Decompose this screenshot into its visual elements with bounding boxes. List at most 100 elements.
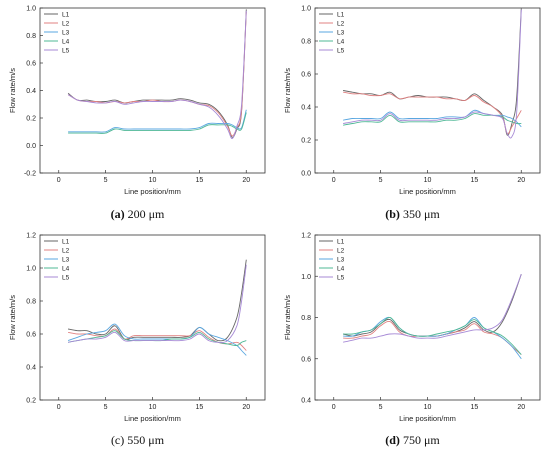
x-tick-label: 5 [379, 177, 383, 184]
caption-d-letter: (d) [385, 433, 400, 447]
caption-a: (a) 200 μm [0, 207, 275, 222]
caption-a-letter: (a) [110, 207, 125, 221]
x-tick-label: 15 [195, 404, 203, 411]
x-tick-label: 0 [332, 404, 336, 411]
chart-panel-c: 0 5 10 15 20 0.2 0.4 0.6 0.8 1.0 1.2 Line position/… [0, 227, 275, 454]
y-axis-label: Flow rate/m/s [283, 68, 292, 113]
legend-label-l4: L4 [62, 265, 70, 272]
legend-label-l2: L2 [62, 247, 70, 254]
series-line-l4 [343, 317, 522, 355]
x-axis-label: Line position/mm [399, 187, 456, 196]
y-tick-label: 0.4 [301, 398, 311, 405]
caption-c-letter: (c) [110, 433, 125, 447]
plot-frame [314, 7, 541, 174]
chart-panel-b: 0 5 10 15 20 0.0 0.2 0.4 0.6 0.8 1.0 Line position/… [275, 0, 550, 227]
x-tick-label: 15 [470, 177, 478, 184]
series-line-l4 [68, 112, 247, 134]
caption-c: (c) 550 μm [0, 433, 275, 448]
legend-label-l3: L3 [337, 29, 345, 36]
x-axis-label: Line position/mm [399, 414, 456, 423]
x-tick-label: 15 [470, 404, 478, 411]
y-tick-label: 0.6 [301, 356, 311, 363]
legend-label-l3: L3 [62, 256, 70, 263]
series-group [342, 274, 522, 360]
x-tick-label: 20 [242, 177, 250, 184]
y-tick-label: 0.2 [301, 138, 311, 145]
y-tick-label: 1.0 [301, 6, 311, 13]
caption-d: (d) 750 μm [275, 433, 550, 448]
caption-c-value: 550 μm [127, 433, 165, 447]
series-line-l3 [343, 109, 522, 128]
series-line-l5 [67, 10, 247, 140]
series-line-l5 [343, 274, 522, 343]
y-tick-label: 0.6 [26, 332, 36, 339]
legend-label-l1: L1 [337, 11, 345, 18]
series-group [67, 259, 247, 356]
x-tick-label: 10 [149, 404, 157, 411]
series-line-l4 [343, 113, 522, 126]
y-tick-label: 0.0 [26, 143, 36, 150]
legend-label-l5: L5 [337, 274, 345, 281]
y-tick-label: 0.8 [26, 33, 36, 40]
legend-label-l5: L5 [62, 274, 70, 281]
y-tick-label: 0.8 [26, 299, 36, 306]
caption-b-value: 350 μm [402, 207, 440, 221]
x-tick-label: 0 [57, 404, 61, 411]
series-group [343, 8, 522, 139]
legend-label-l4: L4 [337, 38, 345, 45]
x-axis-label: Line position/mm [124, 414, 181, 423]
series-line-l3 [68, 109, 247, 133]
series-line-l3 [67, 323, 247, 356]
plot-frame [39, 7, 266, 174]
series-line-l1 [343, 8, 522, 136]
caption-a-value: 200 μm [127, 207, 165, 221]
legend-label-l2: L2 [62, 20, 70, 27]
series-group [67, 9, 247, 140]
legend-label-l1: L1 [337, 238, 345, 245]
y-axis-label: Flow rate/m/s [8, 295, 17, 340]
x-tick-label: 15 [195, 177, 203, 184]
caption-d-value: 750 μm [402, 433, 440, 447]
chart-svg: 0 5 10 15 20 0.0 0.2 0.4 0.6 0.8 1.0 Line position/… [283, 6, 541, 196]
legend-label-l2: L2 [337, 20, 345, 27]
chart-svg: 0 5 10 15 20 -0.2 0.0 0.2 0.4 0.6 0.8 1.0 Line posit… [8, 6, 266, 196]
y-tick-label: 1.0 [26, 266, 36, 273]
legend-label-l5: L5 [62, 47, 70, 54]
caption-b: (b) 350 μm [275, 207, 550, 222]
y-tick-label: 0.8 [301, 315, 311, 322]
x-tick-label: 5 [104, 177, 108, 184]
y-tick-label: 0.6 [26, 61, 36, 68]
y-tick-label: 0.6 [301, 72, 311, 79]
y-axis-label: Flow rate/m/s [283, 295, 292, 340]
legend-label-l1: L1 [62, 238, 70, 245]
x-tick-label: 10 [424, 177, 432, 184]
y-tick-label: 0.4 [301, 105, 311, 112]
x-tick-label: 20 [242, 404, 250, 411]
plot-frame [39, 234, 266, 401]
chart-svg: 0 5 10 15 20 0.2 0.4 0.6 0.8 1.0 1.2 Line position/… [8, 233, 266, 423]
legend-label-l3: L3 [62, 29, 70, 36]
legend-label-l4: L4 [62, 38, 70, 45]
x-tick-label: 20 [517, 404, 525, 411]
legend-label-l5: L5 [337, 47, 345, 54]
x-tick-label: 5 [379, 404, 383, 411]
chart-svg: 0 5 10 15 20 0.4 0.6 0.8 1.0 1.2 Line position/mm F… [283, 233, 541, 423]
y-tick-label: 1.2 [301, 233, 311, 240]
legend-label-l2: L2 [337, 247, 345, 254]
y-tick-label: 0.8 [301, 39, 311, 46]
x-tick-label: 20 [517, 177, 525, 184]
y-tick-label: -0.2 [24, 171, 36, 178]
legend-label-l3: L3 [337, 256, 345, 263]
x-tick-label: 0 [332, 177, 336, 184]
legend-label-l1: L1 [62, 11, 70, 18]
y-tick-label: 0.0 [301, 171, 311, 178]
plot-frame [314, 234, 541, 401]
y-tick-label: 0.2 [26, 398, 36, 405]
series-line-l1 [68, 259, 247, 342]
chart-panel-d: 0 5 10 15 20 0.4 0.6 0.8 1.0 1.2 Line position/mm F… [275, 227, 550, 454]
chart-panel-a: 0 5 10 15 20 -0.2 0.0 0.2 0.4 0.6 0.8 1.0 Line posit… [0, 0, 275, 227]
y-axis-label: Flow rate/m/s [8, 68, 17, 113]
y-tick-label: 1.0 [26, 6, 36, 13]
x-tick-label: 10 [149, 177, 157, 184]
y-tick-label: 0.4 [26, 365, 36, 372]
